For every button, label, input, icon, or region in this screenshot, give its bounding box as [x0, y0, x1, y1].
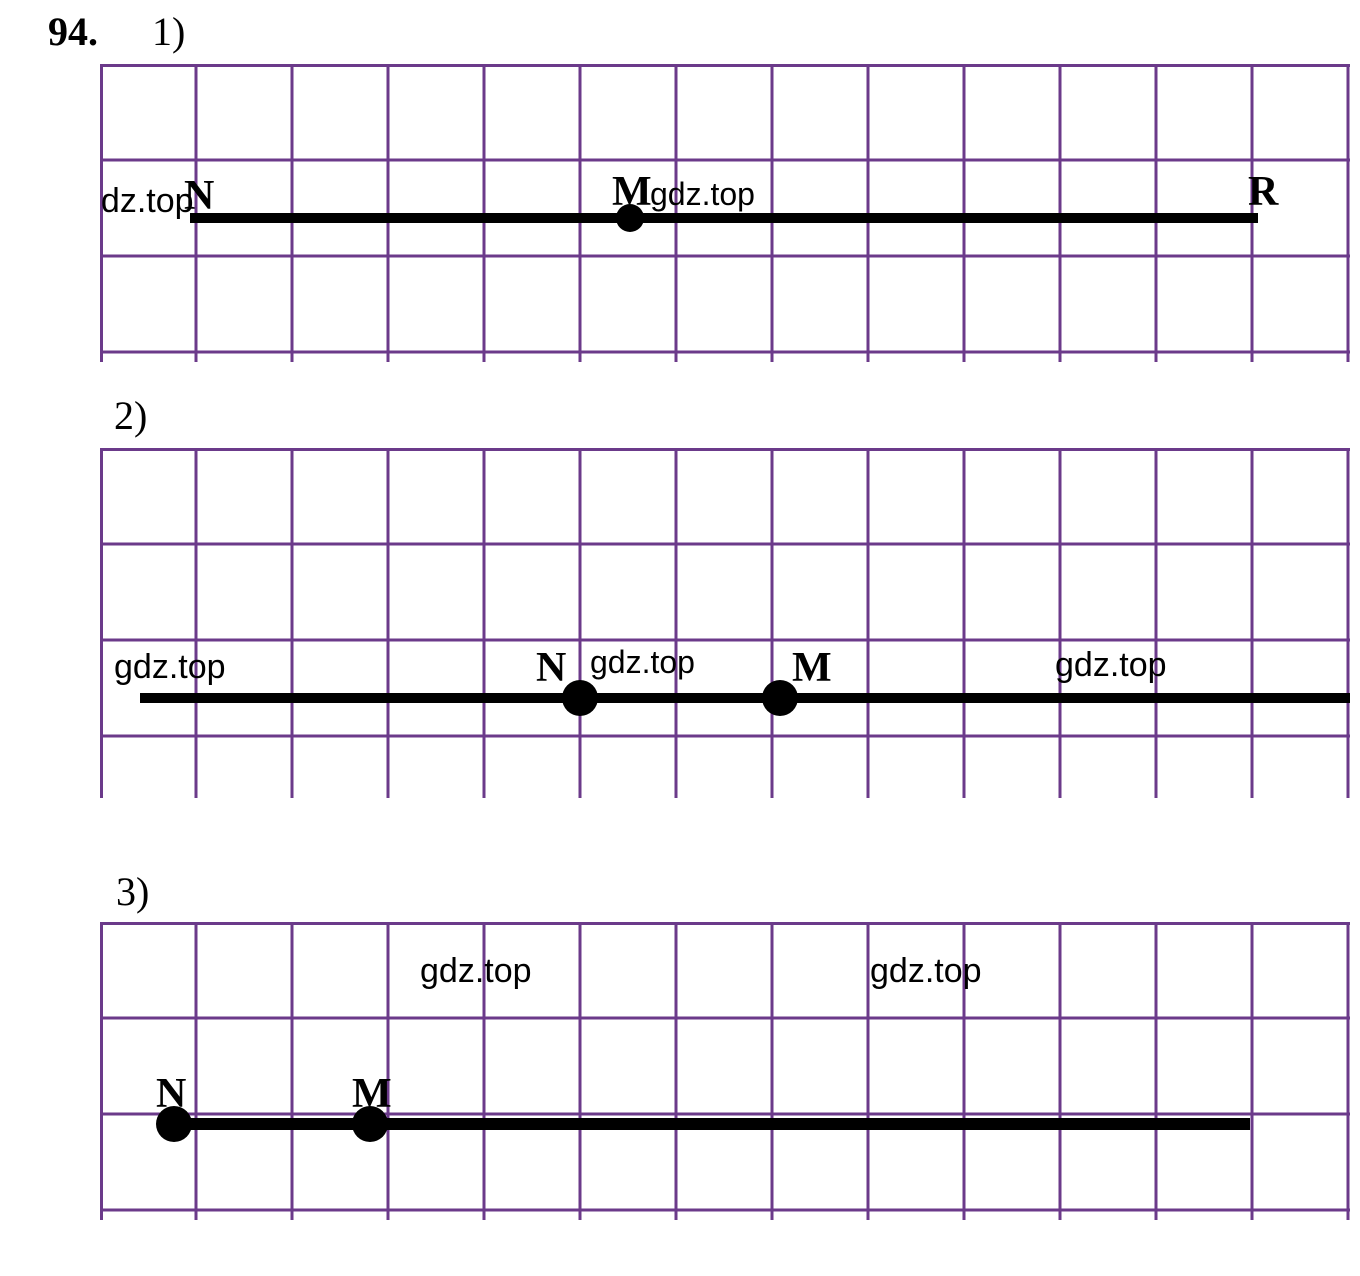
watermark: gdz.top [114, 648, 226, 687]
watermark: gdz.top [870, 952, 982, 991]
diagram-3: gdz.top gdz.top N M [100, 922, 1350, 1220]
point-label-M: M [352, 1070, 392, 1118]
diagram-2: gdz.top gdz.top gdz.top N M [100, 448, 1350, 798]
watermark: gdz.top [590, 644, 695, 681]
grid-svg-1 [100, 64, 1350, 362]
watermark: gdz.top [650, 176, 755, 213]
part-label-3: 3) [116, 868, 149, 915]
point-label-N: N [156, 1070, 186, 1118]
point-label-N: N [536, 644, 566, 692]
grid-svg-3 [100, 922, 1350, 1220]
watermark: gdz.top [1055, 646, 1167, 685]
point-label-M: M [792, 644, 832, 692]
diagram-1: gdz.topgdz.topNMR [100, 64, 1350, 362]
part-label-2: 2) [114, 392, 147, 439]
point-dot-N [562, 680, 598, 716]
point-label-M: M [612, 168, 652, 216]
point-label-R: R [1248, 168, 1278, 216]
watermark: gdz.top [100, 182, 194, 221]
grid-svg-2 [100, 448, 1350, 798]
watermark: gdz.top [420, 952, 532, 991]
problem-number: 94. [48, 8, 98, 55]
part-label-1: 1) [152, 8, 185, 55]
point-label-N: N [184, 172, 214, 220]
